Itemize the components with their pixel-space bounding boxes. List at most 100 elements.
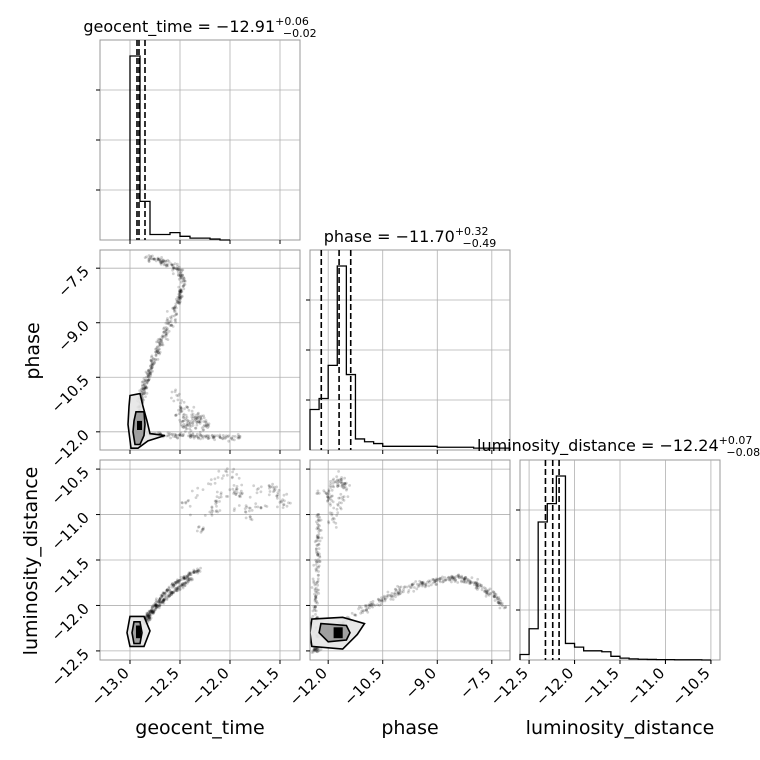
scatter-point — [140, 380, 144, 384]
scatter-point — [371, 605, 374, 609]
scatter-point — [149, 373, 153, 377]
scatter-point — [230, 436, 233, 440]
scatter-point — [226, 435, 230, 439]
scatter-point — [230, 437, 234, 440]
scatter-point — [145, 381, 149, 385]
scatter-point — [475, 581, 479, 585]
scatter-point — [393, 591, 397, 595]
scatter-point — [475, 584, 479, 588]
scatter-point — [492, 594, 496, 598]
scatter-point — [156, 338, 160, 341]
scatter-point — [475, 582, 478, 586]
scatter-point — [329, 480, 332, 483]
scatter-point — [161, 336, 165, 339]
xtick-label-geocent-time-2: −12.0 — [188, 664, 233, 709]
scatter-point — [380, 598, 383, 602]
scatter-point — [177, 392, 181, 396]
scatter-point — [384, 597, 387, 601]
scatter-point — [320, 536, 324, 540]
scatter-point — [410, 583, 414, 587]
scatter-point — [152, 357, 155, 361]
scatter-point — [316, 580, 319, 584]
scatter-point — [192, 405, 196, 409]
scatter-point — [334, 526, 338, 529]
scatter-point — [167, 434, 170, 438]
scatter-point — [155, 604, 159, 607]
scatter-point — [394, 588, 398, 592]
scatter-point — [438, 577, 442, 581]
scatter-point — [410, 582, 414, 586]
scatter-point — [154, 347, 157, 351]
scatter-point — [433, 580, 437, 584]
scatter-point — [177, 292, 181, 296]
scatter-point — [449, 576, 452, 580]
scatter-point — [315, 514, 319, 518]
scatter-point — [178, 294, 182, 298]
scatter-point — [379, 602, 383, 606]
scatter-point — [207, 424, 211, 428]
scatter-point — [179, 406, 183, 410]
scatter-point — [158, 596, 162, 600]
scatter-point — [154, 603, 158, 607]
scatter-point — [172, 591, 175, 595]
scatter-point — [179, 578, 182, 582]
scatter-point — [199, 437, 202, 441]
scatter-point — [170, 582, 174, 585]
scatter-point — [153, 361, 156, 365]
scatter-point — [373, 603, 377, 607]
scatter-point — [332, 517, 336, 521]
scatter-point — [357, 607, 360, 611]
scatter-point — [464, 576, 468, 580]
scatter-point — [153, 602, 157, 606]
scatter-point — [146, 615, 150, 619]
scatter-point — [474, 586, 478, 590]
scatter-point — [187, 578, 191, 582]
scatter-point — [179, 585, 182, 588]
scatter-point — [154, 259, 158, 263]
scatter-point — [166, 594, 170, 598]
scatter-point — [150, 610, 154, 613]
scatter-point — [141, 387, 145, 391]
scatter-point — [179, 296, 182, 300]
title-luminosity-distance-prefix: luminosity_distance = — [477, 436, 659, 456]
scatter-point — [161, 601, 164, 605]
scatter-point — [343, 476, 346, 480]
scatter-point — [178, 433, 182, 437]
scatter-point — [341, 497, 345, 501]
scatter-point — [310, 586, 314, 589]
scatter-point — [167, 260, 171, 263]
scatter-point — [193, 434, 197, 438]
scatter-point — [182, 412, 186, 416]
scatter-point — [335, 475, 339, 478]
scatter-point — [147, 613, 151, 617]
scatter-point — [163, 593, 166, 596]
scatter-point — [239, 491, 242, 495]
scatter-point — [146, 379, 150, 382]
scatter-point — [315, 543, 319, 547]
scatter-point — [179, 276, 183, 279]
scatter-point — [181, 285, 185, 288]
hist-panel-phase — [306, 249, 511, 454]
scatter-point — [182, 413, 185, 417]
scatter-point — [455, 575, 458, 578]
scatter-point — [183, 576, 187, 580]
scatter-point — [315, 527, 319, 531]
scatter-point — [218, 435, 222, 438]
scatter-point — [187, 434, 190, 438]
scatter-point — [183, 584, 187, 588]
scatter-point — [193, 415, 197, 419]
scatter-point — [160, 260, 164, 263]
scatter-point — [145, 371, 149, 375]
scatter-point — [210, 505, 214, 509]
scatter-point — [170, 396, 173, 400]
scatter-point — [454, 578, 458, 582]
scatter-point — [195, 416, 199, 420]
scatter-point — [426, 580, 429, 584]
scatter-point — [244, 510, 247, 514]
scatter-point — [151, 362, 155, 366]
scatter-point — [176, 271, 180, 274]
scatter-point — [255, 488, 259, 491]
scatter-point — [444, 578, 448, 582]
scatter-point — [497, 601, 501, 605]
scatter-point — [371, 602, 375, 606]
